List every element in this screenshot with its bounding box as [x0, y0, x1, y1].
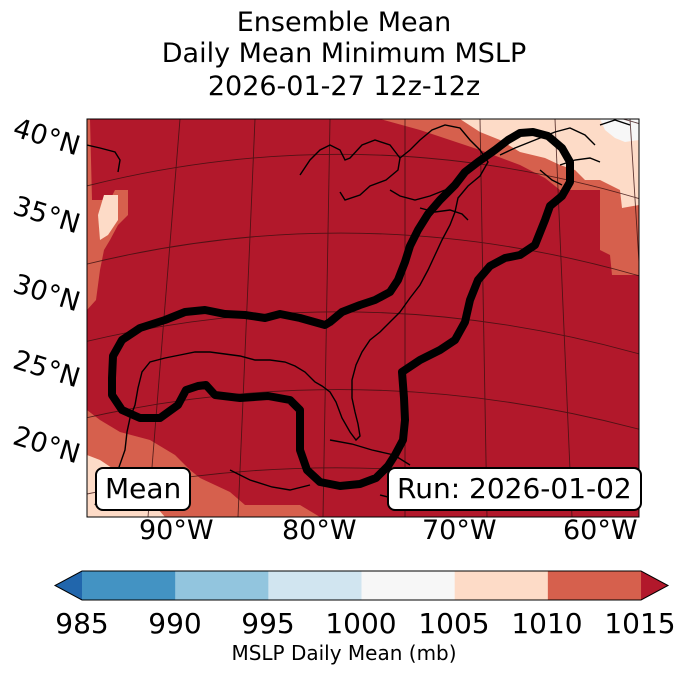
colorbar-outline [53, 570, 670, 601]
lon-label-60w: 60°W [563, 515, 638, 546]
colorbar-tick-1005: 1005 [418, 607, 490, 640]
colorbar-bin-985-990 [82, 571, 176, 600]
colorbar-tick-985: 985 [55, 607, 109, 640]
colorbar-bin-1010-1015 [547, 571, 642, 600]
run-date-box: Run: 2026-01-02 [387, 467, 642, 511]
mean-label-box: Mean [95, 467, 192, 511]
field-west-margin-pale [98, 195, 118, 240]
colorbar-tick-995: 995 [241, 607, 295, 640]
title-line-2: Daily Mean Minimum MSLP [161, 38, 527, 69]
colorbar-tick-1000: 1000 [325, 607, 397, 640]
colorbar-extend-low [55, 571, 82, 600]
colorbar-bin-1005-1010 [454, 571, 549, 600]
lon-label-70w: 70°W [422, 515, 497, 546]
colorbar [53, 570, 670, 601]
colorbar-bin-995-1000 [268, 571, 363, 600]
title-line-1: Ensemble Mean [236, 7, 452, 38]
colorbar-tick-990: 990 [148, 607, 202, 640]
map-frame [86, 118, 640, 518]
colorbar-bin-990-995 [175, 571, 269, 600]
lon-label-80w: 80°W [282, 515, 357, 546]
title-line-3: 2026-01-27 12z-12z [207, 71, 481, 102]
contour-1015 [108, 128, 574, 490]
colorbar-extend-high [641, 571, 669, 600]
colorbar-label: MSLP Daily Mean (mb) [231, 641, 457, 665]
colorbar-bin-1000-1005 [361, 571, 456, 600]
colorbar-tick-1015: 1015 [604, 607, 676, 640]
lon-label-90w: 90°W [139, 515, 214, 546]
colorbar-tick-1010: 1010 [511, 607, 583, 640]
